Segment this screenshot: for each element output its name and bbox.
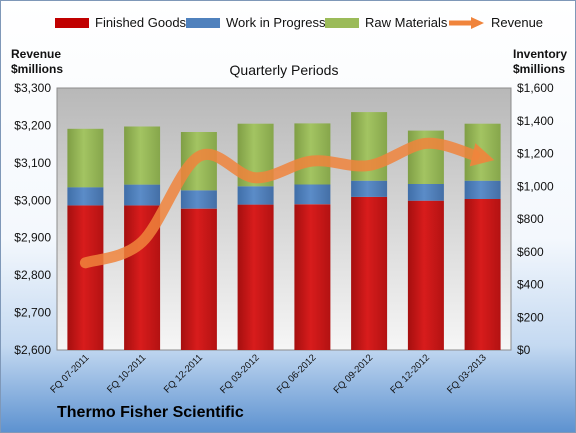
left-tick-label: $2,700 xyxy=(14,306,51,320)
bar-raw-materials-fq-07-2011 xyxy=(67,128,104,188)
left-tick-label: $2,800 xyxy=(14,268,51,282)
bar-work-in-progress-fq-03-2012 xyxy=(237,186,274,205)
legend-swatch-finished-goods xyxy=(55,17,89,28)
legend-item-raw-materials: Raw Materials xyxy=(325,15,447,30)
bar-work-in-progress-fq-03-2013 xyxy=(464,180,501,199)
legend: Finished Goods Work in Progress Raw Mate… xyxy=(1,15,575,35)
bar-work-in-progress-fq-06-2012 xyxy=(294,184,331,205)
right-tick-label: $400 xyxy=(517,278,544,292)
legend-label-raw-materials: Raw Materials xyxy=(365,15,448,30)
bar-finished-goods-fq-03-2013 xyxy=(464,199,501,350)
bar-finished-goods-fq-09-2012 xyxy=(351,196,388,350)
left-tick-label: $3,100 xyxy=(14,156,51,170)
revenue-line-layer xyxy=(79,137,495,269)
bar-work-in-progress-fq-09-2012 xyxy=(351,180,388,197)
right-tick-label: $200 xyxy=(517,310,544,324)
left-tick-label: $3,000 xyxy=(14,193,51,207)
right-tick-label: $0 xyxy=(517,343,531,357)
legend-arrow-icon xyxy=(449,16,484,29)
left-axis-title-line-1: Revenue xyxy=(11,47,62,61)
legend-item-revenue: Revenue xyxy=(447,15,543,30)
legend-label-work-in-progress: Work in Progress xyxy=(226,15,326,30)
bar-finished-goods-fq-12-2011 xyxy=(180,208,217,350)
bar-work-in-progress-fq-07-2011 xyxy=(67,187,104,206)
chart-title: Quarterly Periods xyxy=(229,62,339,78)
bar-finished-goods-fq-03-2012 xyxy=(237,204,274,350)
right-tick-label: $1,600 xyxy=(517,81,554,95)
left-tick-label: $3,300 xyxy=(14,81,51,95)
right-axis-title-line-1: Inventory xyxy=(513,47,568,61)
legend-item-work-in-progress: Work in Progress xyxy=(186,15,325,30)
bars-layer xyxy=(67,112,501,350)
right-tick-label: $600 xyxy=(517,245,544,259)
bar-finished-goods-fq-12-2012 xyxy=(407,200,444,350)
left-axis-ticks: $2,600 $2,700 $2,800 $2,900 $3,000 $3,100 $3,2… xyxy=(14,81,51,357)
bar-work-in-progress-fq-12-2012 xyxy=(407,184,444,201)
legend-swatch-raw-materials xyxy=(325,17,359,28)
x-tick-label-fq-09-2012: FQ 09-2012 xyxy=(332,352,376,396)
x-tick-label-fq-07-2011: FQ 07-2011 xyxy=(48,352,91,395)
x-tick-label-fq-06-2012: FQ 06-2012 xyxy=(275,352,319,396)
x-tick-label-fq-03-2013: FQ 03-2013 xyxy=(445,352,489,396)
x-axis-ticks: FQ 07-2011 FQ 10-2011 FQ 12-2011 FQ 03-2012… xyxy=(48,352,488,396)
revenue-arrowhead xyxy=(469,143,495,167)
x-tick-label-fq-12-2012: FQ 12-2012 xyxy=(388,352,432,396)
bar-raw-materials-fq-10-2011 xyxy=(124,126,161,185)
legend-label-finished-goods: Finished Goods xyxy=(95,15,187,30)
bar-work-in-progress-fq-12-2011 xyxy=(180,190,217,209)
right-tick-label: $1,400 xyxy=(517,114,554,128)
left-tick-label: $3,200 xyxy=(14,118,51,132)
legend-item-finished-goods: Finished Goods xyxy=(55,15,186,30)
bar-work-in-progress-fq-10-2011 xyxy=(124,184,161,206)
right-axis-title: Inventory $millions xyxy=(513,47,567,77)
x-tick-label-fq-10-2011: FQ 10-2011 xyxy=(105,352,148,395)
left-axis-title: Revenue $millions xyxy=(11,47,63,77)
left-axis-title-line-2: $millions xyxy=(11,62,64,76)
right-tick-label: $1,000 xyxy=(517,179,554,193)
left-tick-label: $2,600 xyxy=(14,343,51,357)
left-tick-label: $2,900 xyxy=(14,231,51,245)
x-tick-label-fq-03-2012: FQ 03-2012 xyxy=(218,352,262,396)
right-axis-title-line-2: $millions xyxy=(513,62,566,76)
right-axis-ticks: $0 $200 $400 $600 $800 $1,000 $1,200 $1,400 $1,6… xyxy=(517,81,554,357)
bar-raw-materials-fq-06-2012 xyxy=(294,123,331,185)
legend-label-revenue: Revenue xyxy=(491,15,544,30)
right-tick-label: $1,200 xyxy=(517,147,554,161)
x-tick-label-fq-12-2011: FQ 12-2011 xyxy=(162,352,205,395)
bar-finished-goods-fq-07-2011 xyxy=(67,205,104,350)
legend-swatch-work-in-progress xyxy=(186,17,220,28)
revenue-line xyxy=(79,137,480,269)
company-name: Thermo Fisher Scientific xyxy=(57,404,244,421)
bar-finished-goods-fq-06-2012 xyxy=(294,204,331,350)
right-tick-label: $800 xyxy=(517,212,544,226)
